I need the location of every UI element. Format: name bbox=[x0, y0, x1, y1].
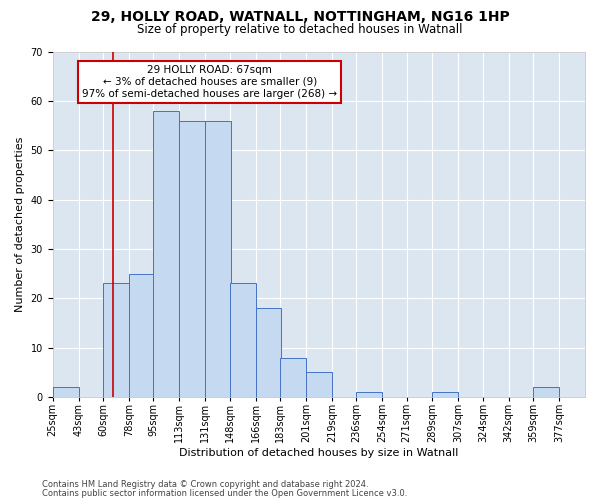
Bar bbox=[53, 387, 79, 397]
Bar bbox=[356, 392, 382, 397]
Bar bbox=[533, 387, 559, 397]
Bar bbox=[433, 392, 458, 397]
Bar bbox=[306, 372, 332, 397]
Text: 29, HOLLY ROAD, WATNALL, NOTTINGHAM, NG16 1HP: 29, HOLLY ROAD, WATNALL, NOTTINGHAM, NG1… bbox=[91, 10, 509, 24]
Bar bbox=[205, 120, 231, 397]
Y-axis label: Number of detached properties: Number of detached properties bbox=[15, 136, 25, 312]
Text: 29 HOLLY ROAD: 67sqm
← 3% of detached houses are smaller (9)
97% of semi-detache: 29 HOLLY ROAD: 67sqm ← 3% of detached ho… bbox=[82, 66, 337, 98]
Bar bbox=[154, 110, 179, 397]
Text: Size of property relative to detached houses in Watnall: Size of property relative to detached ho… bbox=[137, 22, 463, 36]
Bar bbox=[230, 284, 256, 397]
Bar bbox=[179, 120, 205, 397]
Bar bbox=[256, 308, 281, 397]
X-axis label: Distribution of detached houses by size in Watnall: Distribution of detached houses by size … bbox=[179, 448, 458, 458]
Bar bbox=[103, 284, 129, 397]
Text: Contains public sector information licensed under the Open Government Licence v3: Contains public sector information licen… bbox=[42, 488, 407, 498]
Text: Contains HM Land Registry data © Crown copyright and database right 2024.: Contains HM Land Registry data © Crown c… bbox=[42, 480, 368, 489]
Bar bbox=[129, 274, 155, 397]
Bar bbox=[280, 358, 306, 397]
